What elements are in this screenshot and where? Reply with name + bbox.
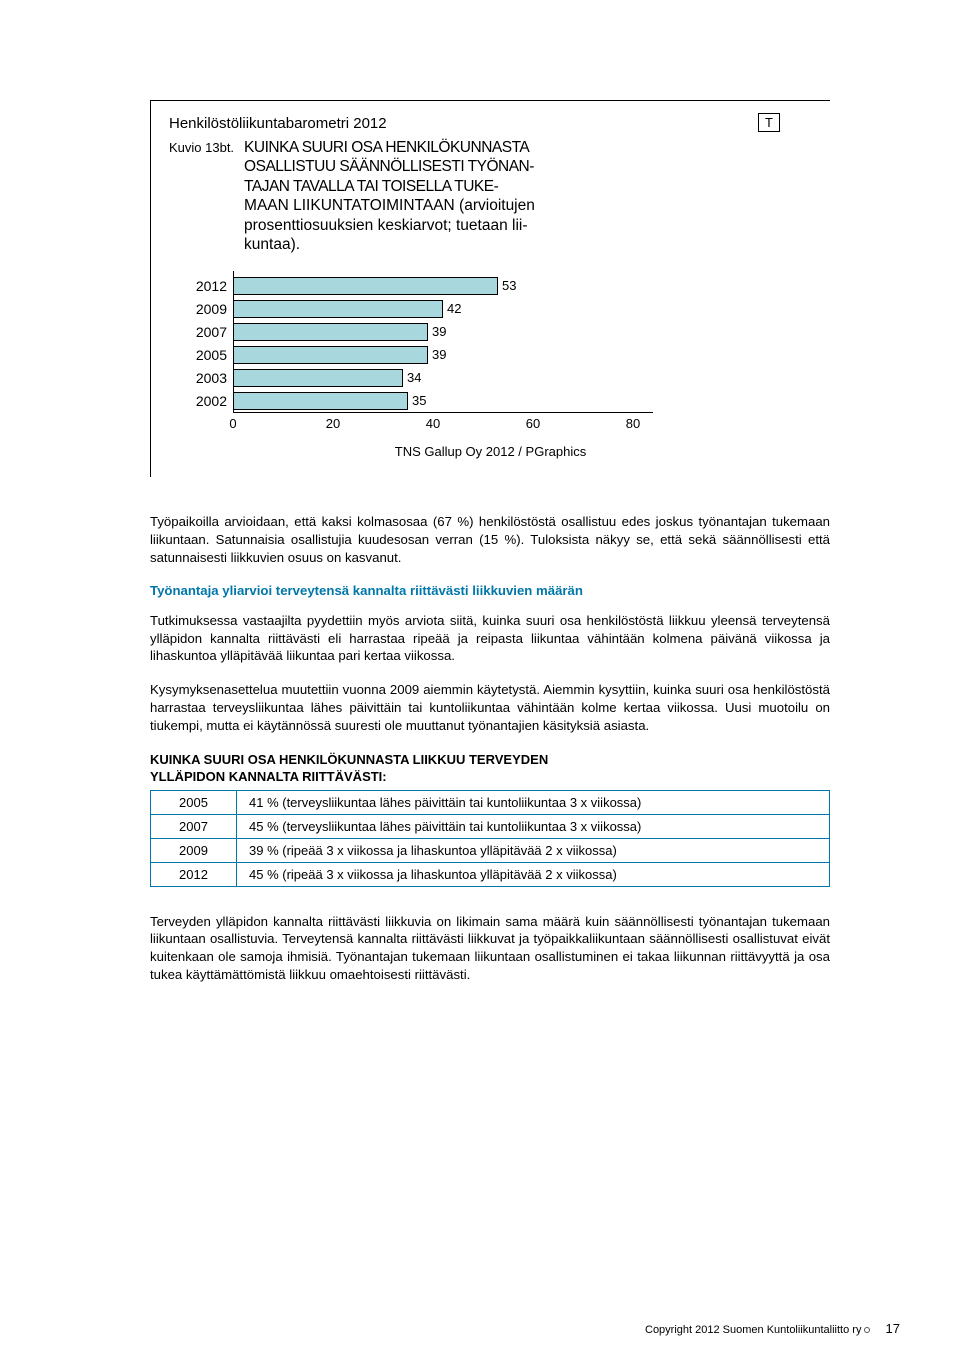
paragraph-4: Terveyden ylläpidon kannalta riittävästi… (150, 913, 830, 984)
table-cell-year: 2005 (151, 790, 237, 814)
chart-value-label: 42 (447, 301, 461, 316)
table-row: 200745 % (terveysliikuntaa lähes päivitt… (151, 814, 830, 838)
data-table: 200541 % (terveysliikuntaa lähes päivitt… (150, 790, 830, 887)
chart-year-label: 2005 (189, 347, 233, 363)
section-subheading: Työnantaja yliarvioi terveytensä kannalt… (150, 583, 830, 598)
chart-bar-track: 53 (233, 274, 633, 297)
axis-tick: 20 (326, 416, 340, 431)
page-number: 17 (886, 1321, 900, 1336)
chart-row: 2005 39 (189, 343, 709, 366)
chart-year-label: 2009 (189, 301, 233, 317)
page-footer: Copyright 2012 Suomen Kuntoliikuntaliitt… (645, 1321, 900, 1336)
paragraph-2: Tutkimuksessa vastaajilta pyydettiin myö… (150, 612, 830, 665)
chart-year-label: 2003 (189, 370, 233, 386)
chart-badge: T (758, 113, 780, 132)
chart-bar (233, 346, 428, 364)
paragraph-3: Kysymyksenasettelua muutettiin vuonna 20… (150, 681, 830, 734)
data-table-body: 200541 % (terveysliikuntaa lähes päivitt… (151, 790, 830, 886)
copyright-text: Copyright 2012 Suomen Kuntoliikuntaliitt… (645, 1324, 861, 1336)
chart-year-label: 2007 (189, 324, 233, 340)
chart-bar (233, 277, 498, 295)
axis-tick: 60 (526, 416, 540, 431)
chart-row: 2007 39 (189, 320, 709, 343)
chart-bar-track: 39 (233, 343, 633, 366)
chart-title: KUINKA SUURI OSA HENKILÖKUNNASTA OSALLIS… (244, 138, 535, 254)
table-cell-year: 2012 (151, 862, 237, 886)
chart-bar (233, 300, 443, 318)
table-cell-year: 2009 (151, 838, 237, 862)
table-row: 200939 % (ripeää 3 x viikossa ja lihasku… (151, 838, 830, 862)
table-cell-text: 45 % (ripeää 3 x viikossa ja lihaskuntoa… (237, 862, 830, 886)
bar-chart: 2012 53 2009 42 2007 39 2005 39 2003 34 2002 35 (189, 274, 709, 412)
chart-year-label: 2002 (189, 393, 233, 409)
axis-tick: 40 (426, 416, 440, 431)
chart-row: 2003 34 (189, 366, 709, 389)
chart-panel: T Henkilöstöliikuntabarometri 2012 Kuvio… (150, 100, 830, 477)
chart-bar-track: 42 (233, 297, 633, 320)
axis-tick: 0 (229, 416, 236, 431)
chart-value-label: 39 (432, 347, 446, 362)
chart-bar (233, 323, 428, 341)
paragraph-1: Työpaikoilla arvioidaan, että kaksi kolm… (150, 513, 830, 566)
chart-figure-label: Kuvio 13bt. (169, 138, 234, 155)
chart-value-label: 53 (502, 278, 516, 293)
table-cell-year: 2007 (151, 814, 237, 838)
chart-row: 2002 35 (189, 389, 709, 412)
table-heading: KUINKA SUURI OSA HENKILÖKUNNASTA LIIKKUU… (150, 751, 830, 786)
table-cell-text: 45 % (terveysliikuntaa lähes päivittäin … (237, 814, 830, 838)
table-row: 201245 % (ripeää 3 x viikossa ja lihasku… (151, 862, 830, 886)
chart-year-label: 2012 (189, 278, 233, 294)
chart-bar-track: 34 (233, 366, 633, 389)
chart-x-axis: 020406080 (233, 412, 653, 434)
chart-bar (233, 369, 403, 387)
table-cell-text: 41 % (terveysliikuntaa lähes päivittäin … (237, 790, 830, 814)
axis-tick: 80 (626, 416, 640, 431)
chart-row: 2012 53 (189, 274, 709, 297)
chart-bar-track: 39 (233, 320, 633, 343)
table-cell-text: 39 % (ripeää 3 x viikossa ja lihaskuntoa… (237, 838, 830, 862)
chart-value-label: 39 (432, 324, 446, 339)
chart-value-label: 34 (407, 370, 421, 385)
chart-footer: TNS Gallup Oy 2012 / PGraphics (169, 444, 812, 459)
chart-value-label: 35 (412, 393, 426, 408)
chart-bar-track: 35 (233, 389, 633, 412)
bullet-icon (864, 1327, 870, 1333)
table-row: 200541 % (terveysliikuntaa lähes päivitt… (151, 790, 830, 814)
chart-row: 2009 42 (189, 297, 709, 320)
chart-source-title: Henkilöstöliikuntabarometri 2012 (169, 115, 812, 132)
chart-bar (233, 392, 408, 410)
